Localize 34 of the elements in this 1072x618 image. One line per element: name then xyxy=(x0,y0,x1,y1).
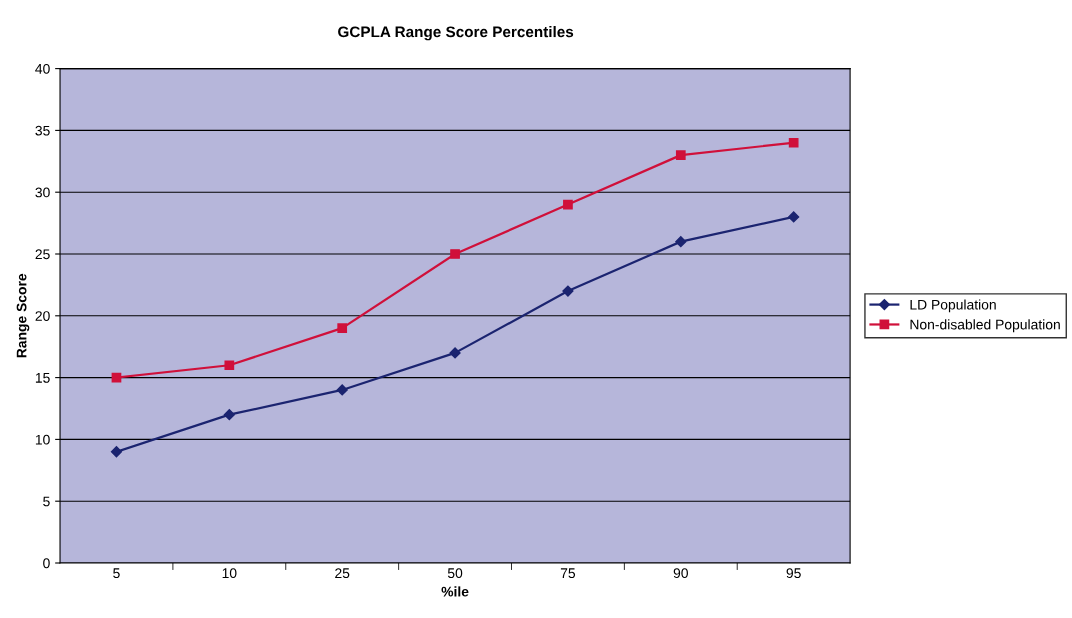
point xyxy=(450,249,460,259)
x-tick-label: 95 xyxy=(786,568,801,579)
x-tick-label: 25 xyxy=(335,568,350,579)
y-tick-label: 0 xyxy=(43,558,50,569)
y-tick-label: 30 xyxy=(35,187,50,198)
point xyxy=(675,150,686,160)
x-axis-title: %ile xyxy=(441,586,469,597)
point xyxy=(337,323,348,334)
point xyxy=(336,384,348,396)
chart-title: GCPLA Range Score Percentiles xyxy=(338,26,574,41)
y-tick-label: 10 xyxy=(35,434,50,445)
point xyxy=(449,347,461,359)
point xyxy=(788,137,799,148)
point xyxy=(223,409,235,421)
x-tick-label: 10 xyxy=(222,568,237,579)
point xyxy=(562,285,574,297)
y-axis-title: Range Score xyxy=(16,273,30,358)
x-tick-label: 75 xyxy=(560,568,576,579)
point xyxy=(110,446,123,458)
x-tick-label: 50 xyxy=(447,568,463,579)
y-tick-label: 15 xyxy=(35,373,50,383)
x-tick-label: 5 xyxy=(113,568,120,579)
point xyxy=(224,360,235,371)
point xyxy=(788,211,800,223)
y-tick-label: 35 xyxy=(35,125,50,136)
legend-label: Non-disabled Population xyxy=(910,319,1060,333)
point xyxy=(563,199,573,210)
point xyxy=(675,236,687,248)
y-tick-label: 25 xyxy=(35,249,50,260)
legend-label: LD Population xyxy=(910,299,996,313)
y-tick-label: 40 xyxy=(35,63,50,74)
x-tick-label: 90 xyxy=(673,568,688,579)
y-tick-label: 5 xyxy=(43,496,50,507)
y-tick-label: 20 xyxy=(35,311,50,321)
